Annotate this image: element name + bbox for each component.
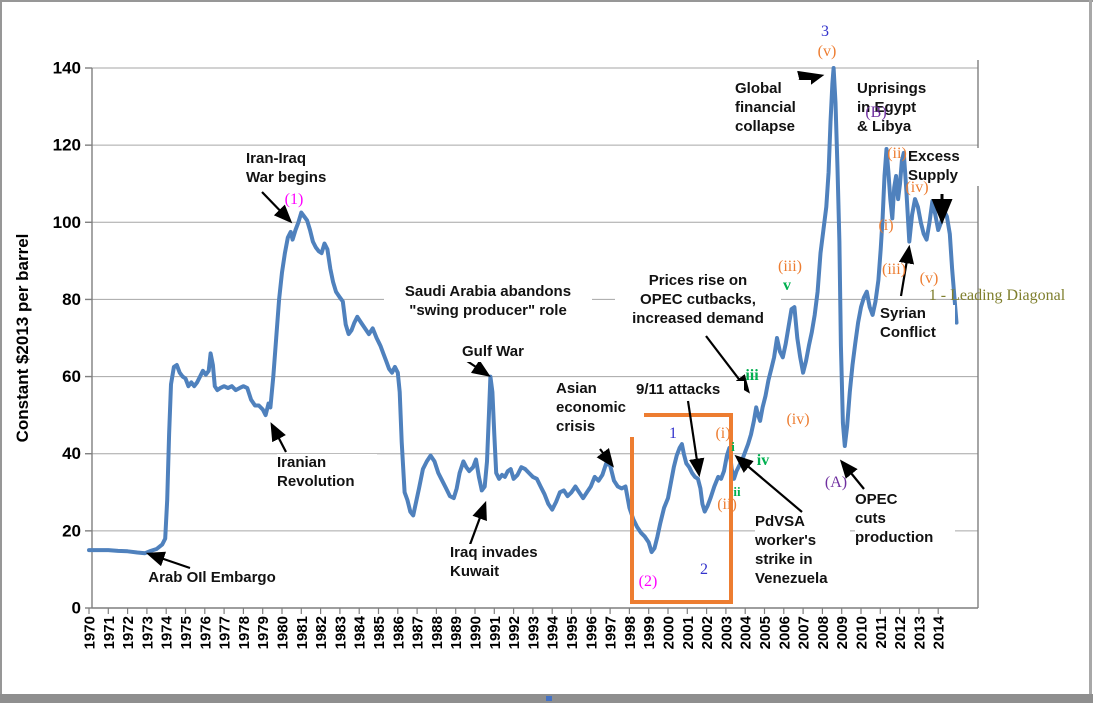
x-tick-label: 1979	[255, 616, 272, 649]
x-tick-label: 1989	[448, 616, 465, 649]
x-tick-label: 2005	[757, 616, 774, 649]
arrow-iraq-invades-kuwait	[466, 500, 487, 551]
oil-price-line	[87, 66, 959, 556]
x-tick-label: 1974	[159, 615, 176, 649]
x-tick-label: 1990	[468, 616, 485, 649]
arrow-prices-rise-opec-cutbacks	[705, 335, 751, 394]
y-axis-title: Constant $2013 per barrel	[13, 234, 32, 443]
arrow-iran-iraq-war	[261, 191, 293, 224]
window-border-left	[0, 0, 2, 703]
y-tick-label: 0	[72, 599, 81, 618]
x-tick-label: 1983	[332, 616, 349, 649]
window-border-right	[1089, 0, 1092, 703]
gridlines	[92, 67, 978, 532]
x-tick-label: 2007	[796, 616, 813, 649]
arrow-september-11-attacks	[686, 400, 705, 478]
scrollbar-thumb[interactable]	[546, 696, 552, 701]
x-tick-label: 1984	[352, 615, 369, 649]
x-tick-label: 2000	[661, 616, 678, 649]
x-tick-label: 2011	[873, 616, 890, 649]
x-tick-label: 2008	[815, 616, 832, 649]
arrow-pdvsa-strike	[734, 454, 803, 513]
arrow-arab-oil-embargo	[145, 551, 191, 570]
x-tick-label: 1982	[313, 616, 330, 649]
x-tick-label: 1986	[390, 616, 407, 649]
x-tick-label: 2013	[911, 616, 928, 649]
y-tick-label: 100	[53, 213, 81, 232]
x-tick-label: 1992	[506, 616, 523, 649]
x-tick-label: 1972	[120, 616, 137, 649]
x-tick-label: 2004	[738, 615, 755, 649]
x-tick-label: 2014	[931, 615, 948, 649]
x-tick-label: 1999	[641, 616, 658, 649]
arrow-syrian-conflict	[898, 244, 915, 297]
x-tick-label: 1970	[82, 616, 99, 649]
price-line-series	[87, 66, 959, 556]
x-tick-label: 1973	[139, 616, 156, 649]
y-tick-label: 60	[62, 367, 81, 386]
x-tick-label: 1991	[487, 616, 504, 649]
arrow-asian-economic-crisis	[596, 448, 614, 468]
axes	[85, 60, 979, 614]
arrow-global-financial-collapse	[787, 70, 825, 92]
x-tick-label: 1981	[294, 616, 311, 649]
x-tick-label: 1988	[429, 616, 446, 649]
y-tick-label: 120	[53, 136, 81, 155]
y-tick-label: 40	[62, 444, 81, 463]
arrow-gulf-war	[466, 360, 491, 377]
x-tick-label: 1997	[603, 616, 620, 649]
x-tick-label: 2010	[854, 616, 871, 649]
y-tick-label: 140	[53, 59, 81, 78]
x-tick-label: 1996	[583, 616, 600, 649]
x-tick-label: 1975	[178, 616, 195, 649]
y-tick-label: 80	[62, 290, 81, 309]
x-tick-label: 1971	[101, 616, 118, 649]
x-tick-label: 2002	[699, 616, 716, 649]
x-tick-label: 1977	[217, 616, 234, 649]
x-tick-label: 1995	[564, 616, 581, 649]
window-border-top	[0, 0, 1093, 2]
x-tick-label: 1993	[525, 616, 542, 649]
x-tick-label: 1987	[410, 616, 427, 649]
y-tick-label: 20	[62, 521, 81, 540]
x-tick-label: 2006	[776, 616, 793, 649]
arrow-opec-cuts-production	[839, 459, 865, 490]
x-tick-label: 2012	[892, 616, 909, 649]
x-tick-label: 1978	[236, 616, 253, 649]
x-tick-label: 1985	[371, 616, 388, 649]
x-tick-label: 2001	[680, 616, 697, 649]
x-tick-label: 2003	[718, 616, 735, 649]
highlight-box-layer	[630, 413, 733, 604]
x-tick-label: 1980	[275, 616, 292, 649]
x-tick-label: 1994	[545, 615, 562, 649]
wave-1-2-highlight-box	[630, 413, 733, 604]
x-tick-label: 1998	[622, 616, 639, 649]
arrow-iranian-revolution	[270, 422, 287, 453]
x-tick-label: 2009	[834, 616, 851, 649]
x-tick-label: 1976	[197, 616, 214, 649]
